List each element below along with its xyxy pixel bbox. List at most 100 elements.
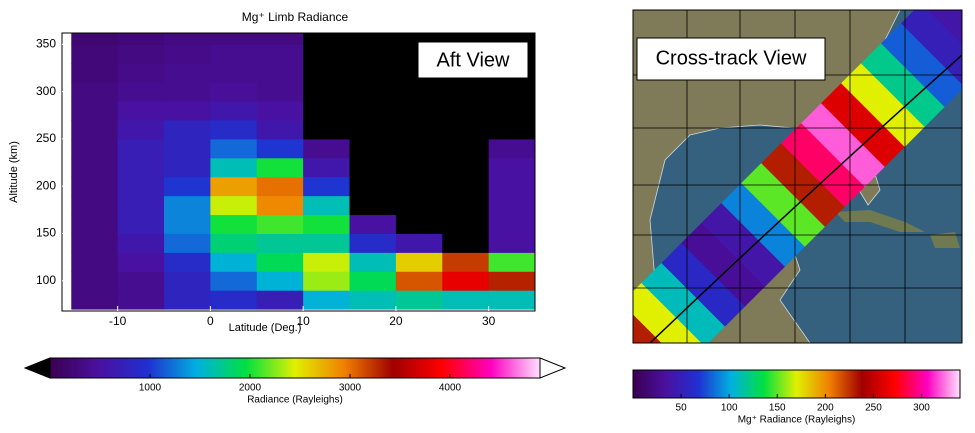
colorbar-arrow — [23, 357, 51, 379]
heat-cell — [164, 176, 211, 197]
colorbar-tick-label: 150 — [769, 403, 786, 414]
heat-cell — [303, 44, 351, 64]
heat-cell — [395, 138, 443, 159]
heat-cell — [210, 176, 258, 197]
heat-cell — [442, 233, 490, 253]
heat-cell — [164, 157, 211, 178]
heat-cell — [488, 233, 535, 253]
heat-cell — [164, 290, 211, 310]
annotation-box — [636, 37, 826, 81]
heat-cell — [395, 233, 443, 253]
heat-cell — [303, 233, 351, 253]
heat-cell — [442, 101, 490, 121]
heat-cell — [71, 233, 119, 253]
heat-cell — [442, 119, 490, 140]
heat-cell — [256, 195, 304, 216]
heat-cell — [303, 271, 351, 291]
heat-cell — [256, 214, 304, 234]
heat-cell — [117, 176, 165, 197]
y-tick-label: 150 — [36, 226, 56, 240]
colorbar — [49, 357, 541, 379]
heat-cell — [210, 33, 258, 45]
heat-cell — [488, 214, 535, 234]
heat-cell — [488, 290, 535, 310]
heat-cell — [442, 82, 490, 102]
heat-cell — [303, 176, 351, 197]
heat-cell — [395, 82, 443, 102]
heat-cell — [210, 233, 258, 253]
heat-cell — [117, 119, 165, 140]
heat-cell — [349, 44, 397, 64]
heat-cell — [488, 33, 535, 45]
heat-cell — [164, 33, 211, 45]
heat-cell — [442, 33, 490, 45]
heat-cell — [303, 214, 351, 234]
y-tick-label: 100 — [36, 273, 56, 287]
heat-cell — [395, 214, 443, 234]
heat-cell — [210, 195, 258, 216]
heat-cell — [349, 176, 397, 197]
heat-cell — [164, 252, 211, 272]
heat-cell — [395, 195, 443, 216]
heat-cell — [349, 290, 397, 310]
heat-cell — [395, 252, 443, 272]
colorbar-tick-label: 4000 — [439, 383, 462, 394]
heat-cell — [71, 138, 119, 159]
annotation: Cross-track View — [656, 47, 807, 69]
heat-cell — [71, 82, 119, 102]
heat-cell — [256, 44, 304, 64]
heat-cell — [71, 33, 119, 45]
heat-cell — [349, 214, 397, 234]
annotation-box — [417, 41, 529, 79]
heat-cell — [395, 119, 443, 140]
heat-cell — [488, 157, 535, 178]
heat-cell — [117, 33, 165, 45]
heat-cell — [442, 176, 490, 197]
y-axis-label: Altitude (km) — [8, 141, 20, 203]
heat-cell — [349, 271, 397, 291]
heat-cell — [256, 63, 304, 83]
heat-cell — [164, 82, 211, 102]
heat-cell — [395, 101, 443, 121]
hispaniola — [930, 232, 960, 248]
cuba — [835, 210, 925, 232]
y-tick-label: 250 — [36, 131, 56, 145]
heat-cell — [71, 157, 119, 178]
heat-cell — [210, 119, 258, 140]
heat-cell — [303, 33, 351, 45]
heat-cell — [71, 290, 119, 310]
colorbar-tick-label: 3000 — [339, 383, 362, 394]
colorbar-label: Mg⁺ Radiance (Rayleighs) — [738, 415, 856, 426]
heat-cell — [256, 82, 304, 102]
heat-cell — [303, 138, 351, 159]
heat-cell — [256, 271, 304, 291]
heat-cell — [210, 101, 258, 121]
x-tick-label: 20 — [389, 314, 403, 328]
heat-cell — [210, 138, 258, 159]
heat-cell — [303, 252, 351, 272]
heat-cell — [442, 138, 490, 159]
colorbar-tick-label: 1000 — [139, 383, 162, 394]
heat-cell — [395, 290, 443, 310]
heat-cell — [488, 119, 535, 140]
swath-segment — [721, 182, 806, 267]
heat-cell — [442, 271, 490, 291]
plot-frame — [61, 32, 536, 312]
heat-cell — [71, 63, 119, 83]
heat-cell — [303, 157, 351, 178]
swath-segment — [861, 43, 945, 127]
x-tick-label: 0 — [207, 314, 214, 328]
heat-cell — [210, 44, 258, 64]
swath-segment — [880, 23, 962, 108]
heat-cell — [164, 101, 211, 121]
heat-cell — [117, 290, 165, 310]
heat-cell — [395, 157, 443, 178]
heat-cell — [71, 176, 119, 197]
heat-cell — [164, 119, 211, 140]
heat-cell — [210, 290, 258, 310]
chart-title: Mg⁺ Limb Radiance — [242, 10, 349, 24]
x-tick-label: 30 — [482, 314, 496, 328]
heat-cell — [488, 101, 535, 121]
swath-segment — [633, 282, 706, 343]
y-tick-label: 200 — [36, 178, 56, 192]
